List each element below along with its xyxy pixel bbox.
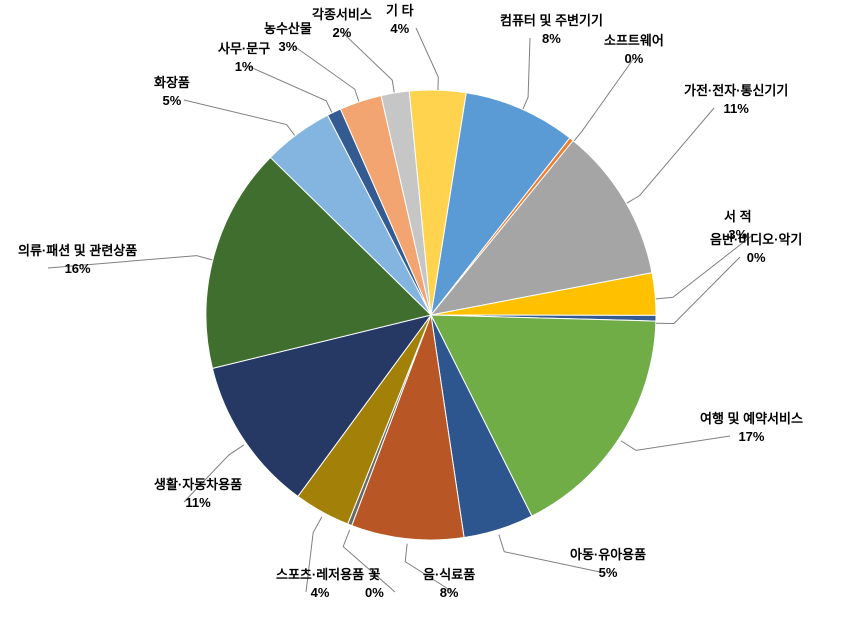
slice-label-pct: 3% (264, 39, 312, 54)
leader-line (342, 32, 395, 98)
slice-label: 의류·패션 및 관련상품 16% (18, 240, 137, 276)
slice-label-name: 꽃 (368, 567, 380, 582)
slice-label: 아동·유아용품 5% (570, 544, 646, 580)
slice-label: 음·식료품 8% (423, 564, 475, 600)
slice-label: 농수산물 3% (264, 18, 312, 54)
slice-label-pct: 11% (154, 495, 242, 510)
slice-label-name: 여행 및 예약서비스 (700, 411, 803, 426)
slice-label-pct: 8% (423, 585, 475, 600)
slice-label: 컴퓨터 및 주변기기 8% (500, 10, 603, 46)
slice-label-pct: 17% (700, 429, 803, 444)
slice-label-name: 가전·전자·통신기기 (684, 83, 788, 98)
slice-label-name: 소프트웨어 (604, 33, 664, 48)
pie-chart-container: 컴퓨터 및 주변기기8%소프트웨어0%가전·전자·통신기기11%서 적3%음반·… (0, 0, 862, 630)
slice-label: 기 타 4% (386, 0, 414, 36)
slice-label-name: 스포츠·레저용품 (276, 567, 364, 582)
slice-label: 꽃 0% (365, 564, 384, 600)
slice-label: 소프트웨어 0% (604, 30, 664, 66)
slice-label: 가전·전자·통신기기 11% (684, 80, 788, 116)
slice-label-pct: 11% (684, 101, 788, 116)
slice-label-pct: 2% (312, 25, 372, 40)
slice-label-name: 음반·비디오·악기 (710, 232, 802, 247)
slice-label-pct: 0% (710, 250, 802, 265)
slice-label-name: 기 타 (386, 3, 414, 18)
slice-label: 생활·자동차용품 11% (154, 474, 242, 510)
slice-label-name: 서 적 (724, 209, 752, 224)
slice-label-name: 아동·유아용품 (570, 547, 646, 562)
slice-label: 여행 및 예약서비스 17% (700, 408, 803, 444)
slice-label: 사무·문구 1% (218, 38, 270, 74)
slice-label: 음반·비디오·악기 0% (710, 229, 802, 265)
slice-label: 스포츠·레저용품 4% (276, 564, 364, 600)
slice-label-name: 의류·패션 및 관련상품 (18, 243, 137, 258)
slice-label-name: 컴퓨터 및 주변기기 (500, 13, 603, 28)
slice-label-name: 음·식료품 (423, 567, 475, 582)
slice-label-name: 화장품 (154, 75, 190, 90)
slice-label-pct: 5% (154, 93, 190, 108)
slice-label-pct: 8% (500, 31, 603, 46)
slice-label-name: 사무·문구 (218, 41, 270, 56)
pie-chart (206, 90, 656, 540)
leader-line (416, 28, 438, 95)
slice-label-pct: 4% (276, 585, 364, 600)
slice-label: 각종서비스 2% (312, 4, 372, 40)
slice-label-pct: 4% (386, 21, 414, 36)
leader-line (656, 257, 740, 323)
slice-label: 화장품 5% (154, 72, 190, 108)
slice-label-name: 생활·자동차용품 (154, 477, 242, 492)
slice-label-pct: 0% (604, 51, 664, 66)
slice-label-pct: 0% (365, 585, 384, 600)
slice-label-pct: 5% (570, 565, 646, 580)
slice-label-pct: 16% (18, 261, 137, 276)
slice-label-name: 농수산물 (264, 21, 312, 36)
slice-label-name: 각종서비스 (312, 7, 372, 22)
slice-label-pct: 1% (218, 59, 270, 74)
